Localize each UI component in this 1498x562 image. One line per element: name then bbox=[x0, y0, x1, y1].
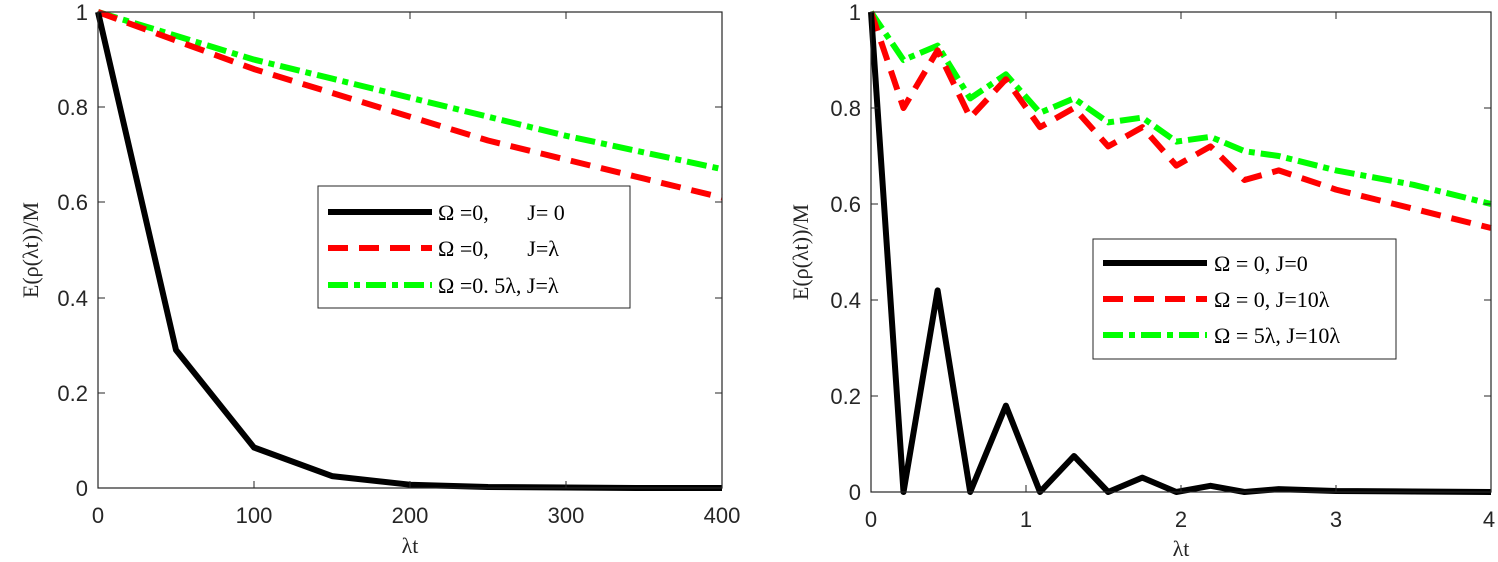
right-xtick-label: 2 bbox=[1175, 507, 1187, 532]
left-legend: Ω =0, J= 0 Ω =0, J=λ Ω =0. 5λ, J=λ bbox=[317, 185, 631, 309]
right-series-lines bbox=[868, 10, 1492, 495]
right-tick-marks bbox=[870, 12, 1492, 492]
left-series-line-red bbox=[96, 9, 723, 201]
left-x-tick-labels: 0 100 200 300 400 bbox=[92, 503, 740, 528]
left-legend-label-black: Ω =0, J= 0 bbox=[438, 200, 565, 225]
left-x-axis-label: λt bbox=[402, 533, 419, 558]
right-y-tick-labels: 0 0.2 0.4 0.6 0.8 1 bbox=[830, 0, 861, 505]
right-legend-label-black: Ω = 0, J=0 bbox=[1214, 251, 1308, 276]
left-xtick-label: 100 bbox=[236, 503, 273, 528]
left-xtick-label: 300 bbox=[548, 503, 585, 528]
right-legend: Ω = 0, J=0 Ω = 0, J=10λ Ω = 5λ, J=10λ bbox=[1092, 238, 1397, 360]
right-xtick-label: 3 bbox=[1330, 507, 1342, 532]
left-legend-label-red: Ω =0, J=λ bbox=[438, 236, 559, 261]
left-ytick-label: 0.2 bbox=[57, 381, 88, 406]
right-ytick-label: 0.4 bbox=[830, 288, 861, 313]
right-legend-label-green: Ω = 5λ, J=10λ bbox=[1214, 323, 1340, 348]
right-xtick-label: 4 bbox=[1483, 507, 1495, 532]
right-series-line-black bbox=[868, 11, 1492, 495]
left-series-line-green bbox=[97, 9, 723, 173]
left-chart: 0 100 200 300 400 0 0.2 0.4 0.6 0.8 1 λt… bbox=[18, 0, 740, 558]
right-ytick-label: 0 bbox=[849, 480, 861, 505]
right-series-line-red bbox=[868, 11, 1492, 231]
right-legend-label-red: Ω = 0, J=10λ bbox=[1214, 287, 1330, 312]
left-xtick-label: 400 bbox=[704, 503, 741, 528]
left-xtick-label: 0 bbox=[92, 503, 104, 528]
right-ytick-label: 0.8 bbox=[830, 96, 861, 121]
right-x-tick-labels: 0 1 2 3 4 bbox=[865, 507, 1495, 532]
right-xtick-label: 1 bbox=[1020, 507, 1032, 532]
left-ytick-label: 0.6 bbox=[57, 190, 88, 215]
right-y-axis-label: E(ρ(λt))/M bbox=[788, 204, 813, 300]
left-ytick-label: 1 bbox=[76, 0, 88, 25]
right-series-line-green bbox=[868, 10, 1492, 207]
left-ytick-label: 0.8 bbox=[57, 95, 88, 120]
left-y-axis-label: E(ρ(λt))/M bbox=[18, 202, 43, 298]
left-legend-label-green: Ω =0. 5λ, J=λ bbox=[438, 273, 559, 298]
right-x-axis-label: λt bbox=[1173, 536, 1190, 561]
left-ytick-label: 0.4 bbox=[57, 286, 88, 311]
right-chart: 0 1 2 3 4 0 0.2 0.4 0.6 0.8 1 λt E(ρ(λt)… bbox=[788, 0, 1495, 561]
left-y-tick-labels: 0 0.2 0.4 0.6 0.8 1 bbox=[57, 0, 88, 501]
left-xtick-label: 200 bbox=[392, 503, 429, 528]
right-ytick-label: 1 bbox=[849, 0, 861, 25]
left-tick-marks bbox=[97, 12, 723, 489]
left-ytick-label: 0 bbox=[76, 476, 88, 501]
right-ytick-label: 0.6 bbox=[830, 192, 861, 217]
right-ytick-label: 0.2 bbox=[830, 384, 861, 409]
right-xtick-label: 0 bbox=[865, 507, 877, 532]
